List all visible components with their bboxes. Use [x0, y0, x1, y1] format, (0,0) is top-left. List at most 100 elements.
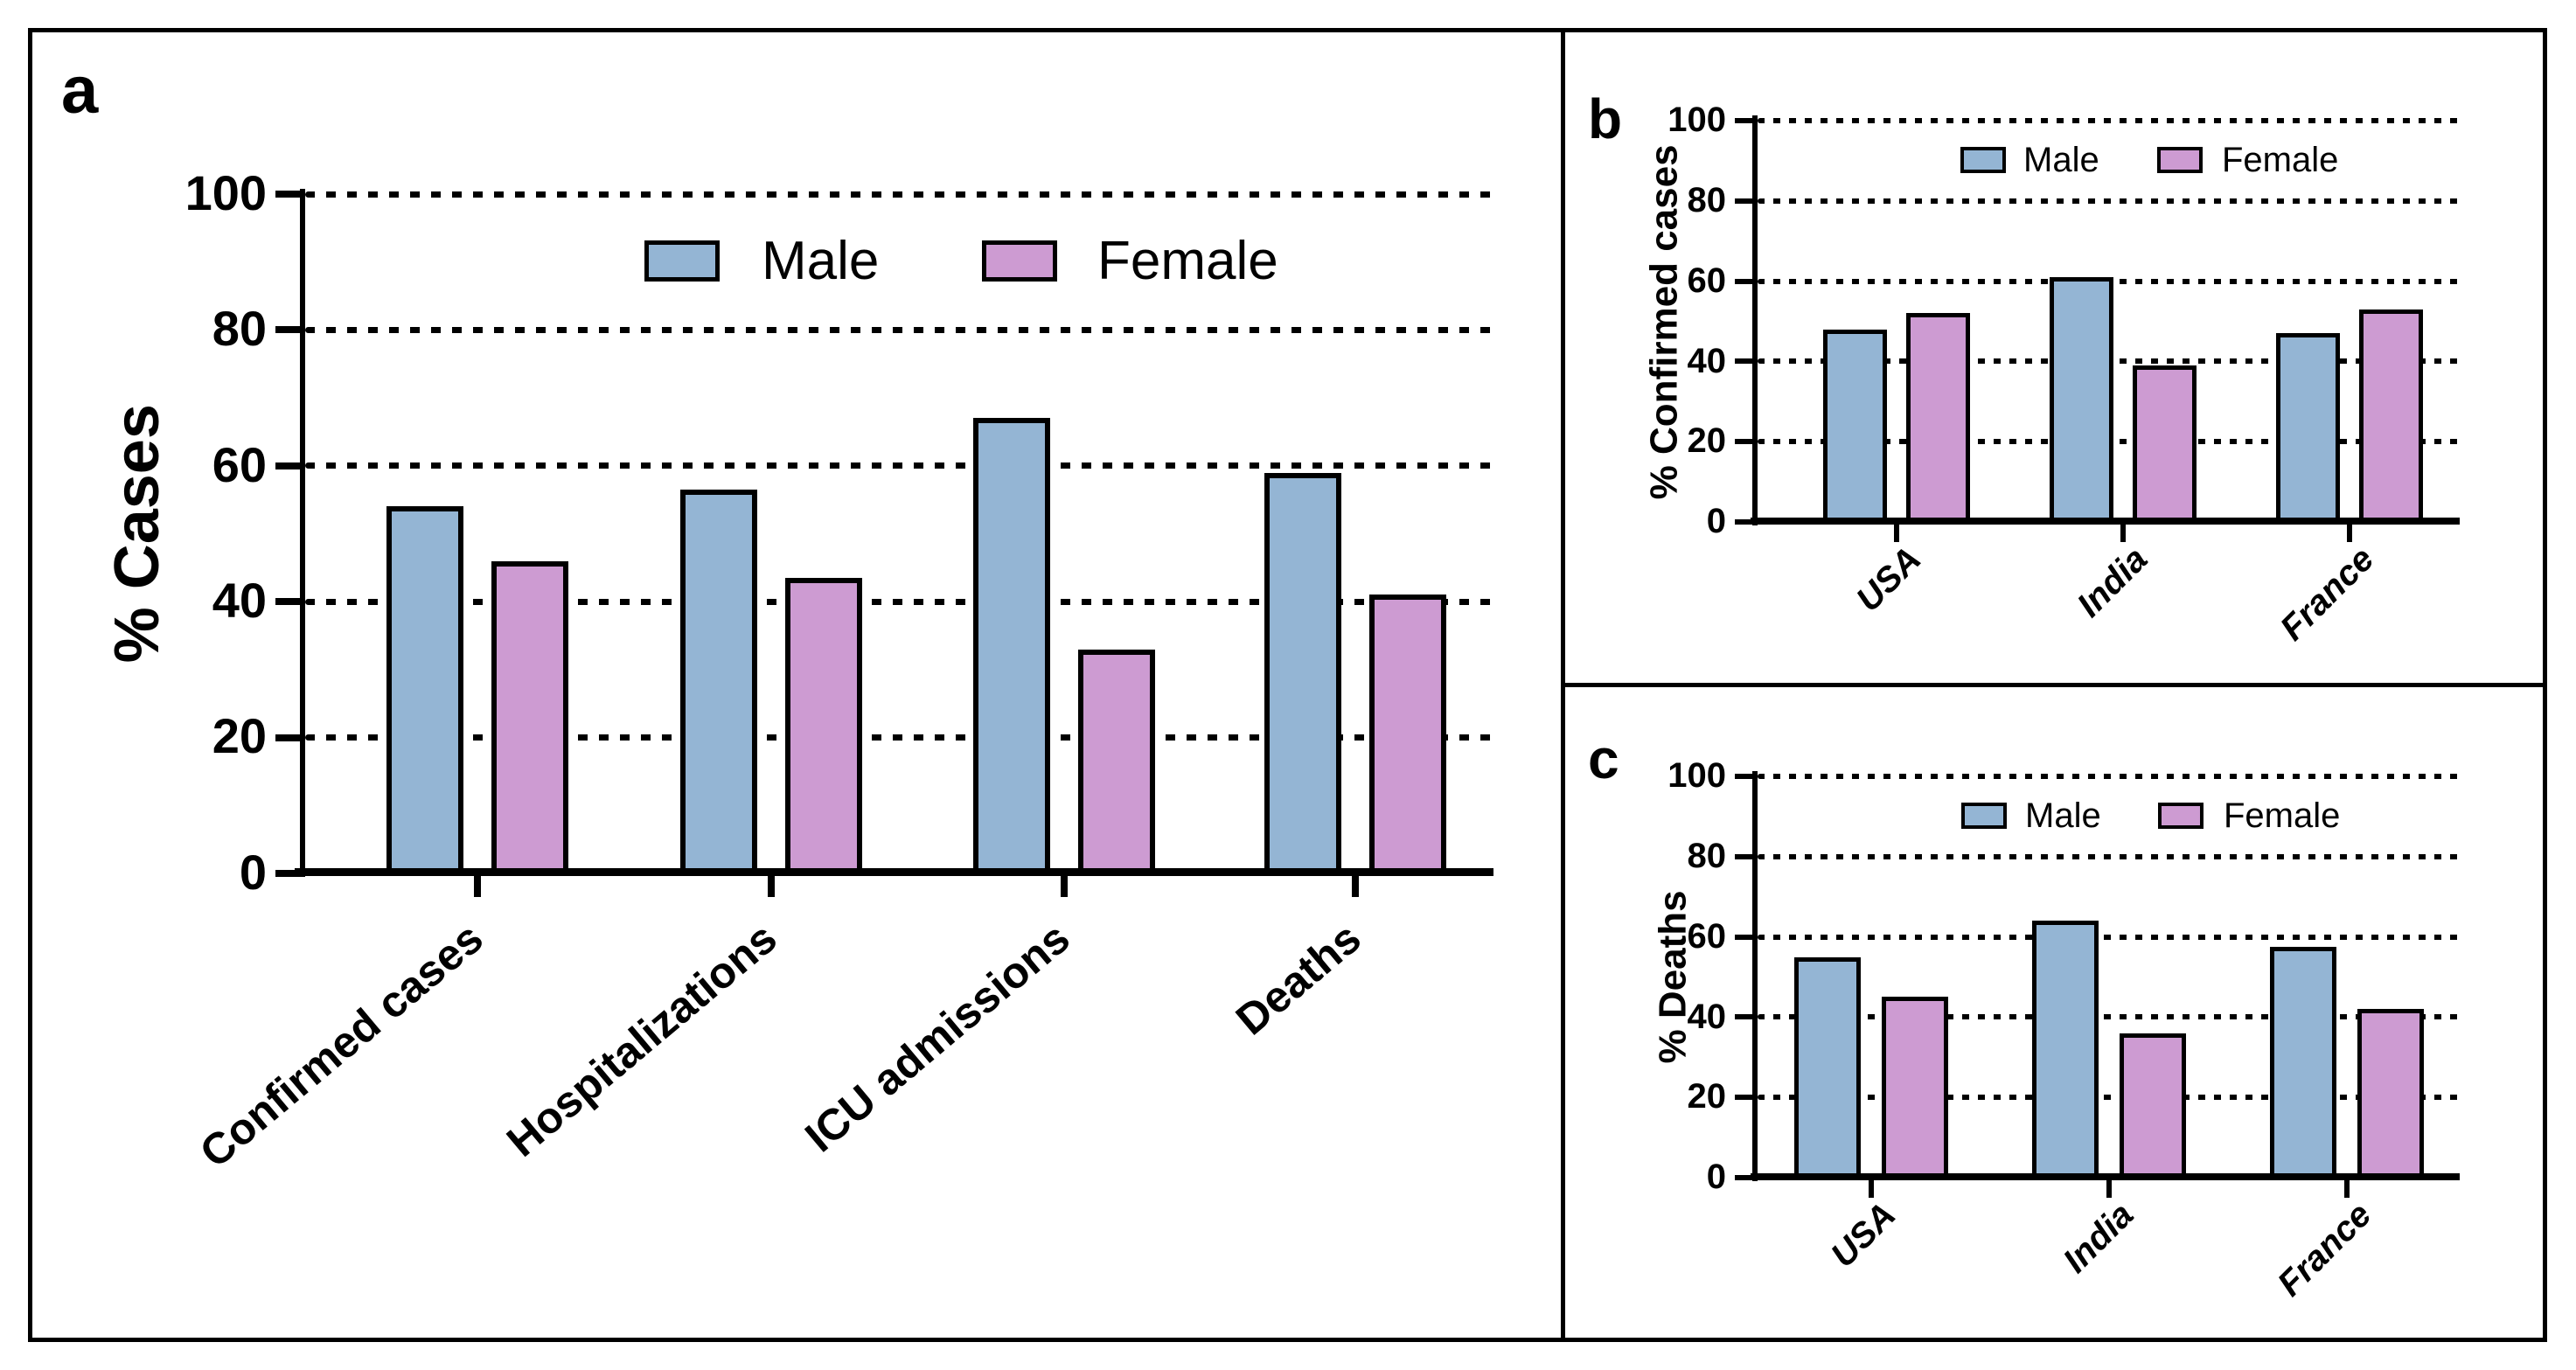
y-tick-20 — [1735, 439, 1758, 445]
panel-letter-b: b — [1588, 87, 1623, 150]
y-tick-100 — [1735, 118, 1758, 123]
x-tick-usa — [1869, 1180, 1874, 1198]
panel-letter-a: a — [61, 53, 99, 128]
y-tick-label-60: 60 — [1687, 261, 1727, 300]
bar-male-usa — [1823, 330, 1887, 522]
legend-female-label: Female — [2222, 141, 2339, 179]
legend-male-swatch — [1960, 147, 2006, 173]
y-tick-20 — [1735, 1095, 1758, 1101]
bar-male-india — [2032, 921, 2099, 1178]
gridline-100 — [1758, 774, 2460, 779]
y-tick-100 — [1735, 774, 1758, 779]
y-tick-60 — [1735, 278, 1758, 284]
legend-female-label: Female — [1097, 231, 1278, 291]
y-tick-label-100: 100 — [1667, 756, 1726, 796]
y-axis-line — [300, 189, 305, 877]
gridline-20 — [305, 734, 1493, 741]
gridline-60 — [305, 462, 1493, 469]
legend-male-swatch — [644, 240, 720, 282]
bar-male-deaths — [1264, 473, 1341, 873]
bar-female-india — [2120, 1033, 2186, 1178]
legend-male-label: Male — [762, 231, 880, 291]
legend-male-label: Male — [2025, 796, 2101, 835]
legend-female-label: Female — [2224, 796, 2341, 835]
gridline-20 — [1758, 1095, 2460, 1101]
y-tick-40 — [275, 598, 305, 606]
y-tick-40 — [1735, 1014, 1758, 1020]
bar-female-france — [2357, 1009, 2424, 1178]
bar-male-france — [2270, 947, 2336, 1178]
y-tick-label-80: 80 — [1687, 837, 1727, 875]
y-tick-label-60: 60 — [1687, 916, 1727, 956]
gridline-40 — [305, 598, 1493, 605]
bar-female-usa — [1882, 997, 1948, 1178]
bar-female-hospitalizations — [785, 578, 862, 873]
y-axis-title: % Cases — [101, 403, 172, 664]
x-tick-confirmed-cases — [474, 876, 481, 897]
gridline-40 — [1758, 1014, 2460, 1020]
bar-male-confirmed-cases — [386, 506, 463, 873]
y-tick-80 — [1735, 198, 1758, 204]
y-tick-60 — [1735, 934, 1758, 940]
y-tick-60 — [275, 462, 305, 469]
gridline-100 — [1758, 118, 2460, 123]
y-tick-80 — [1735, 853, 1758, 859]
y-axis-line — [1752, 115, 1758, 525]
gridline-60 — [1758, 934, 2460, 940]
bar-female-usa — [1906, 313, 1970, 522]
y-tick-label-60: 60 — [212, 436, 267, 492]
panel-letter-c: c — [1588, 727, 1619, 790]
y-tick-label-0: 0 — [1706, 502, 1726, 541]
y-tick-label-40: 40 — [212, 573, 267, 629]
bar-female-deaths — [1369, 595, 1446, 873]
x-tick-deaths — [1352, 876, 1359, 897]
bar-male-usa — [1794, 957, 1861, 1178]
bar-male-france — [2276, 333, 2340, 522]
y-tick-label-80: 80 — [1687, 181, 1727, 219]
gridline-100 — [305, 191, 1493, 198]
y-tick-label-20: 20 — [212, 708, 267, 764]
bar-male-hospitalizations — [680, 490, 757, 873]
bar-female-icu-admissions — [1078, 650, 1155, 873]
y-tick-label-0: 0 — [1706, 1158, 1726, 1197]
y-tick-40 — [1735, 358, 1758, 365]
panel-divider-horizontal — [1563, 683, 2547, 687]
bar-male-india — [2050, 277, 2113, 522]
y-axis-title: % Confirmed cases — [1642, 144, 1686, 499]
x-tick-hospitalizations — [768, 876, 775, 897]
x-tick-france — [2347, 525, 2352, 542]
x-axis-line — [1751, 1173, 2460, 1180]
y-tick-label-40: 40 — [1687, 341, 1727, 380]
y-tick-0 — [275, 870, 305, 877]
y-tick-label-80: 80 — [212, 301, 267, 357]
bar-female-confirmed-cases — [491, 561, 568, 873]
y-tick-0 — [1735, 1175, 1758, 1180]
gridline-80 — [305, 326, 1493, 333]
x-axis-line — [295, 868, 1493, 876]
x-tick-usa — [1894, 525, 1899, 542]
x-tick-india — [2106, 1180, 2112, 1198]
gridline-80 — [1758, 853, 2460, 859]
legend-female-swatch — [2158, 803, 2204, 829]
y-tick-80 — [275, 326, 305, 334]
y-tick-label-100: 100 — [184, 164, 267, 220]
bar-male-icu-admissions — [973, 418, 1050, 873]
bar-female-france — [2359, 309, 2423, 522]
y-axis-title: % Deaths — [1651, 889, 1695, 1064]
x-tick-france — [2344, 1180, 2350, 1198]
gridline-80 — [1758, 198, 2460, 204]
bar-female-india — [2133, 365, 2197, 522]
y-tick-label-20: 20 — [1687, 1077, 1727, 1116]
y-tick-label-20: 20 — [1687, 421, 1727, 461]
y-tick-label-0: 0 — [239, 844, 267, 900]
y-tick-label-100: 100 — [1667, 101, 1726, 140]
y-tick-label-40: 40 — [1687, 997, 1727, 1036]
legend-male-label: Male — [2023, 141, 2099, 179]
legend-female-swatch — [982, 240, 1057, 282]
y-axis-line — [1752, 771, 1758, 1181]
y-tick-0 — [1735, 519, 1758, 525]
legend-female-swatch — [2157, 147, 2203, 173]
legend-male-swatch — [1961, 803, 2007, 829]
y-tick-100 — [275, 191, 305, 198]
